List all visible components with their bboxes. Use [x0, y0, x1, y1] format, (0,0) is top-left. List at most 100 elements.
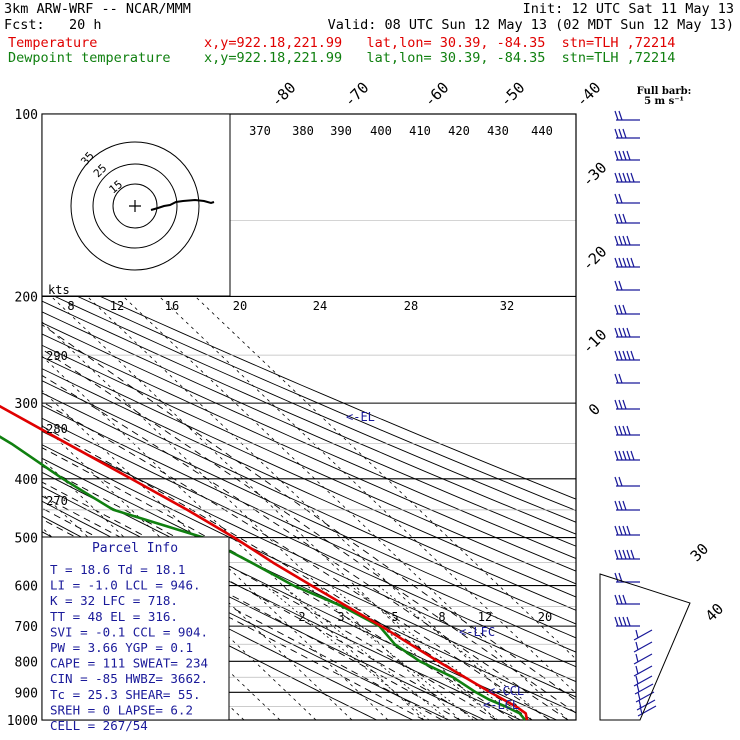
hodograph-ring	[70, 141, 200, 271]
wind-barb	[614, 110, 640, 121]
dewpoint-legend-label: Dewpoint temperature	[8, 50, 171, 66]
ccl-marker: <-CCL	[488, 684, 524, 698]
wind-barb	[633, 653, 653, 665]
pressure-label-900: 900	[15, 686, 38, 701]
wind-barb	[614, 257, 640, 268]
theta-label: 380	[292, 124, 314, 138]
isotherm-label: -50	[497, 79, 529, 111]
wind-barb	[614, 594, 640, 605]
speed-axis-label: 8	[67, 299, 74, 313]
wind-barb	[633, 629, 653, 641]
mixing-ratio-label: 8	[438, 610, 445, 624]
speed-axis-label: 24	[313, 299, 327, 313]
pressure-label-300: 300	[15, 397, 38, 412]
speed-axis-label: 16	[165, 299, 179, 313]
wind-barb	[633, 665, 653, 677]
theta-label: 430	[487, 124, 509, 138]
speed-axis-label: 20	[233, 299, 247, 313]
mixing-ratio-line	[350, 585, 521, 720]
model-title: 3km ARW-WRF -- NCAR/MMM	[4, 1, 191, 17]
isotherm-label: 30	[687, 540, 713, 566]
parcel-info-frame	[41, 536, 230, 721]
isotherm-label: -70	[341, 79, 373, 111]
parcel-info-row: LI = -1.0 LCL = 946.	[50, 578, 201, 593]
init-time: Init: 12 UTC Sat 11 May 13	[522, 1, 734, 17]
theta-left-label: 290	[46, 349, 68, 363]
wind-barb	[637, 705, 657, 717]
wind-barb	[614, 549, 640, 560]
pressure-label-200: 200	[15, 290, 38, 305]
wind-barb-label: Full barb:	[637, 86, 692, 97]
parcel-info-title: Parcel Info	[92, 541, 178, 556]
mixing-ratio-label: 5	[391, 610, 398, 624]
hodograph-ring	[112, 183, 158, 229]
theta-label: 420	[448, 124, 470, 138]
wind-barb	[614, 150, 640, 161]
wind-barb	[614, 327, 640, 338]
parcel-info-row: PW = 3.66 YGP = 0.1	[50, 640, 193, 655]
temperature-legend-label: Temperature	[8, 35, 98, 51]
isotherm-label: -30	[579, 159, 611, 191]
parcel-info-row: CIN = -85 HWBZ= 3662.	[50, 671, 208, 686]
lcl-marker: <-LCL	[483, 698, 519, 712]
isotherm-label: -80	[268, 79, 300, 111]
parcel-info-row: T = 18.6 Td = 18.1	[50, 562, 185, 577]
theta-label: 440	[531, 124, 553, 138]
parcel-info-row: SVI = -0.1 CCL = 904.	[50, 624, 208, 639]
wind-profile-outline	[599, 573, 691, 721]
parcel-info-box: Parcel Info T = 18.6 Td = 18.1LI = -1.0 L…	[41, 536, 230, 733]
parcel-info-row: CELL = 267/54	[50, 718, 148, 733]
valid-time: Valid: 08 UTC Sun 12 May 13 (02 MDT Sun …	[327, 17, 734, 33]
wind-barb	[614, 399, 640, 410]
mixing-ratio-label: 2	[298, 610, 305, 624]
wind-barbs	[599, 110, 691, 721]
dewpoint-legend-info: x,y=922.18,221.99 lat,lon= 30.39, -84.35…	[204, 50, 676, 66]
parcel-info-row: CAPE = 111 SWEAT= 234	[50, 656, 208, 671]
wind-barb	[614, 373, 640, 384]
wind-barb	[614, 425, 640, 436]
theta-label: 370	[249, 124, 271, 138]
hodograph-trace	[150, 198, 215, 211]
theta-label: 400	[370, 124, 392, 138]
wind-barb	[614, 500, 640, 511]
wind-barb	[614, 235, 640, 246]
isotherm-label: -10	[579, 326, 611, 358]
moist-adiabat	[42, 348, 576, 714]
wind-barb	[614, 128, 640, 139]
wind-barb	[614, 476, 640, 487]
mixing-ratio-line	[306, 585, 474, 720]
isotherm-label: 0	[585, 400, 604, 419]
moist-adiabat	[42, 495, 461, 720]
wind-barb	[614, 525, 640, 536]
wind-barb	[614, 172, 640, 183]
speed-axis-label: 28	[404, 299, 418, 313]
hodograph-ring	[92, 163, 178, 249]
speed-axis-label: 12	[110, 299, 124, 313]
pressure-label-600: 600	[15, 580, 38, 595]
temperature-legend-info: x,y=922.18,221.99 lat,lon= 30.39, -84.35…	[204, 35, 676, 51]
theta-left-label: 280	[46, 422, 68, 436]
wind-barb	[614, 572, 640, 583]
hodograph-units: kts	[48, 283, 70, 297]
parcel-info-row: Tc = 25.3 SHEAR= 55.	[50, 687, 201, 702]
plot-frame	[41, 113, 577, 721]
wind-barb-units: 5 m s⁻¹	[644, 96, 684, 107]
isotherm-label: 40	[702, 600, 728, 626]
wind-barb	[614, 616, 640, 627]
pressure-label-1000: 1000	[7, 714, 38, 729]
isotherm-label: -40	[573, 79, 605, 111]
pressure-label-400: 400	[15, 473, 38, 488]
el-marker: <-EL	[346, 410, 375, 424]
isotherm-label: -20	[579, 243, 611, 275]
pressure-label-700: 700	[15, 620, 38, 635]
isotherm-label: -60	[421, 79, 453, 111]
pressure-label-800: 800	[15, 655, 38, 670]
theta-left-label: 270	[46, 494, 68, 508]
mixing-ratio-label: 3	[337, 610, 344, 624]
mixing-ratio-label: 12	[478, 610, 492, 624]
wind-barb	[614, 193, 640, 204]
wind-barb	[614, 213, 640, 224]
diagram-grid: 100 200 300 400 500 600 700 800 900 1000	[7, 108, 577, 729]
pressure-label-100: 100	[15, 108, 38, 123]
